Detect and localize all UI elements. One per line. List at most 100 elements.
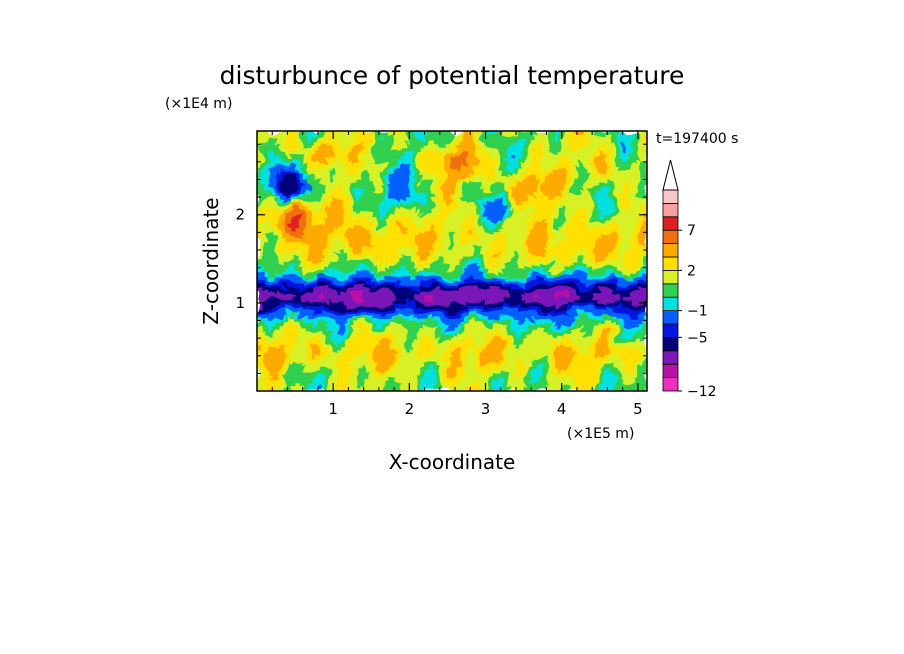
contour-cell [611,134,616,140]
contour-cell [308,245,314,250]
contour-cell [284,280,290,286]
contour-cell [583,280,588,286]
contour-cell [643,190,647,195]
contour-cell [312,182,318,187]
contour-cell [463,217,469,223]
contour-cell [527,316,533,321]
contour-cell [392,284,397,290]
contour-cell [523,146,529,152]
contour-cell [312,146,318,152]
contour-cell [332,316,338,321]
contour-cell [316,312,322,317]
contour-cell [424,174,429,179]
contour-cell [579,170,584,175]
contour-cell [627,134,632,140]
contour-cell [308,225,314,231]
contour-cell [264,249,270,254]
contour-cell [475,233,481,238]
contour-cell [356,245,362,250]
contour-cell [392,320,397,325]
contour-cell [328,186,334,191]
contour-cell [356,296,362,301]
contour-cell [555,312,561,317]
contour-cell [543,249,549,254]
contour-cell [440,146,445,152]
contour-cell [424,288,429,294]
contour-cell [567,245,572,250]
contour-cell [603,166,608,171]
contour-cell [257,276,262,282]
contour-cell [284,245,290,250]
contour-cell [348,142,354,148]
contour-cell [575,308,580,313]
contour-cell [479,312,485,317]
contour-cell [535,237,541,242]
contour-cell [523,229,529,235]
contour-cell [583,276,588,282]
contour-cell [304,174,310,179]
contour-cell [503,158,509,164]
contour-cell [348,205,354,211]
contour-cell [507,316,513,321]
contour-cell [519,209,525,215]
contour-cell [483,241,489,246]
contour-cell [336,138,342,144]
contour-cell [615,166,620,171]
contour-cell [432,138,437,144]
contour-cell [408,194,413,199]
contour-cell [551,142,557,148]
contour-cell [543,170,549,175]
contour-cell [348,154,354,160]
contour-cell [360,276,366,282]
contour-cell [635,316,640,321]
contour-cell [364,197,370,203]
contour-cell [388,194,393,199]
contour-cell [479,245,485,250]
contour-cell [324,253,330,258]
contour-cell [416,131,421,136]
contour-cell [599,166,604,171]
contour-cell [551,249,557,254]
contour-cell [627,186,632,191]
contour-cell [264,213,270,219]
contour-cell [571,138,576,144]
contour-cell [368,324,374,329]
contour-cell [400,194,405,199]
contour-cell [603,261,608,266]
contour-cell [380,304,385,309]
contour-cell [448,166,453,171]
contour-cell [360,154,366,160]
contour-cell [344,146,350,152]
contour-cell [424,276,429,282]
contour-cell [440,194,445,199]
contour-cell [344,324,350,329]
contour-cell [511,190,517,195]
contour-cell [591,131,596,136]
contour-cell [487,174,493,179]
contour-cell [257,327,262,333]
contour-cell [376,178,381,183]
contour-cell [272,162,278,168]
contour-cell [372,288,377,294]
contour-cell [288,213,294,219]
contour-cell [348,296,354,301]
contour-cell [384,213,389,219]
contour-cell [563,213,569,219]
contour-cell [559,225,565,231]
contour-cell [376,205,381,211]
contour-cell [579,190,584,195]
contour-cell [332,150,338,156]
contour-cell [364,190,370,195]
contour-cell [436,316,441,321]
contour-cell [328,304,334,309]
contour-cell [615,253,620,258]
contour-cell [563,166,569,171]
contour-cell [272,288,278,294]
contour-cell [408,261,413,266]
contour-cell [432,178,437,183]
contour-cell [340,174,346,179]
contour-cell [432,264,437,270]
contour-cell [392,288,397,294]
contour-cell [388,304,393,309]
contour-cell [627,249,632,254]
